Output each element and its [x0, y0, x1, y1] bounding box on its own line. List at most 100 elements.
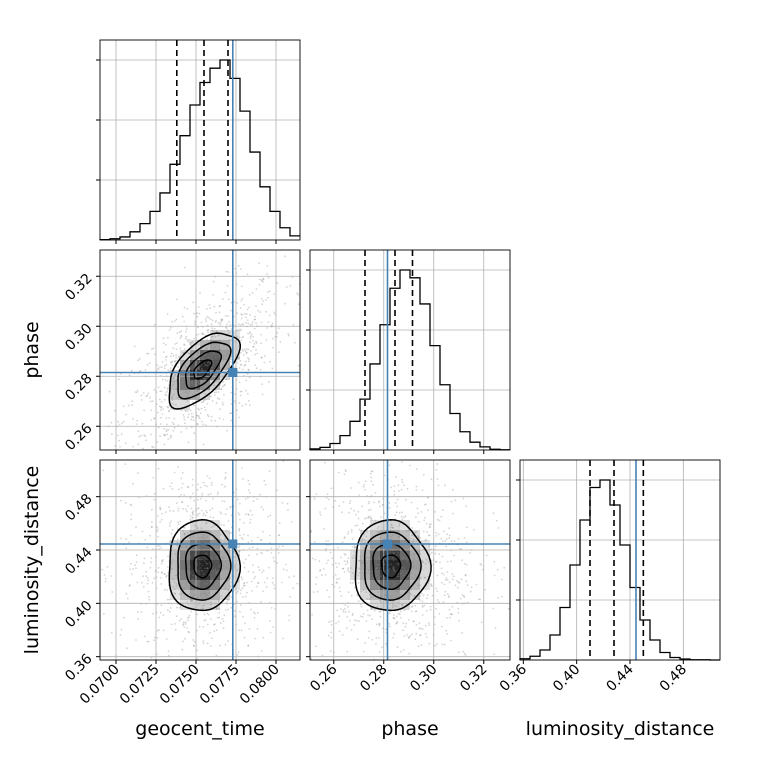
sample-point [160, 406, 162, 409]
sample-point [157, 566, 160, 569]
sample-point [178, 356, 181, 358]
sample-point [198, 537, 201, 539]
sample-point [249, 404, 251, 406]
sample-point [189, 567, 192, 569]
histogram-bar [170, 164, 180, 240]
sample-point [443, 643, 446, 646]
sample-point [200, 559, 203, 561]
sample-point [251, 546, 254, 549]
histogram-bar [350, 421, 360, 450]
sample-point [174, 320, 176, 322]
sample-point [200, 527, 203, 530]
sample-point [314, 558, 317, 561]
sample-point [412, 565, 415, 568]
sample-point [338, 586, 341, 589]
sample-point [196, 629, 198, 632]
sample-point [330, 631, 333, 634]
sample-point [249, 331, 252, 333]
sample-point [250, 580, 253, 583]
histogram-bar [650, 640, 660, 660]
sample-point [245, 379, 248, 382]
sample-point [215, 629, 218, 631]
sample-point [202, 443, 205, 446]
sample-point [379, 505, 381, 508]
sample-point [376, 563, 378, 566]
sample-point [135, 423, 138, 425]
histogram-bar [140, 224, 150, 240]
sample-point [247, 570, 250, 573]
sample-point [219, 538, 222, 541]
sample-point [205, 552, 208, 554]
sample-point [415, 516, 417, 519]
density-cell [410, 580, 420, 590]
density-cell [180, 380, 190, 390]
x-tick-label-phase: 0.28 [357, 662, 390, 695]
sample-point [226, 323, 229, 326]
sample-point [378, 637, 380, 639]
sample-point [197, 526, 199, 529]
sample-point [227, 298, 230, 301]
sample-point [239, 324, 242, 327]
sample-point [223, 524, 225, 527]
sample-point [353, 547, 356, 550]
sample-point [213, 305, 216, 308]
sample-point [391, 606, 394, 608]
sample-point [153, 417, 155, 420]
sample-point [240, 299, 243, 302]
sample-point [236, 388, 238, 390]
sample-point [170, 352, 173, 355]
sample-point [248, 547, 251, 550]
sample-point [194, 323, 196, 326]
sample-point [222, 298, 224, 300]
sample-point [243, 636, 246, 639]
sample-point [420, 592, 423, 595]
sample-point [401, 481, 404, 483]
histogram-bar [340, 436, 350, 450]
sample-point [239, 394, 242, 397]
sample-point [192, 578, 195, 580]
sample-point [277, 327, 280, 330]
sample-point [170, 520, 172, 523]
sample-point [379, 600, 381, 603]
sample-point [238, 528, 241, 531]
sample-point [205, 522, 208, 525]
sample-point [175, 359, 177, 362]
sample-point [425, 538, 428, 541]
density-cell [210, 560, 220, 570]
sample-point [448, 581, 451, 584]
sample-point [198, 416, 200, 419]
sample-point [396, 505, 399, 508]
sample-point [442, 540, 444, 543]
sample-point [325, 547, 328, 550]
sample-point [198, 408, 200, 411]
sample-point [265, 310, 267, 313]
sample-point [211, 637, 213, 640]
sample-point [417, 645, 420, 648]
sample-point [265, 586, 268, 588]
sample-point [237, 328, 240, 331]
sample-point [237, 323, 240, 326]
sample-point [192, 510, 195, 512]
sample-point [191, 586, 194, 589]
sample-point [313, 498, 316, 500]
sample-point [246, 392, 249, 395]
sample-point [141, 530, 144, 533]
sample-point [150, 433, 152, 436]
sample-point [211, 577, 214, 580]
sample-point [278, 545, 280, 548]
sample-point [167, 369, 170, 371]
density-cell [180, 600, 190, 610]
sample-point [242, 368, 244, 371]
density-cell [210, 330, 220, 340]
sample-point [108, 390, 111, 393]
sample-point [344, 611, 347, 613]
sample-point [202, 423, 205, 426]
sample-point [415, 623, 418, 626]
sample-point [247, 357, 249, 359]
sample-point [344, 608, 346, 610]
sample-point [241, 348, 244, 351]
sample-point [266, 291, 269, 293]
density-cell [170, 390, 180, 400]
histogram-bar [190, 105, 200, 240]
sample-point [328, 621, 330, 623]
